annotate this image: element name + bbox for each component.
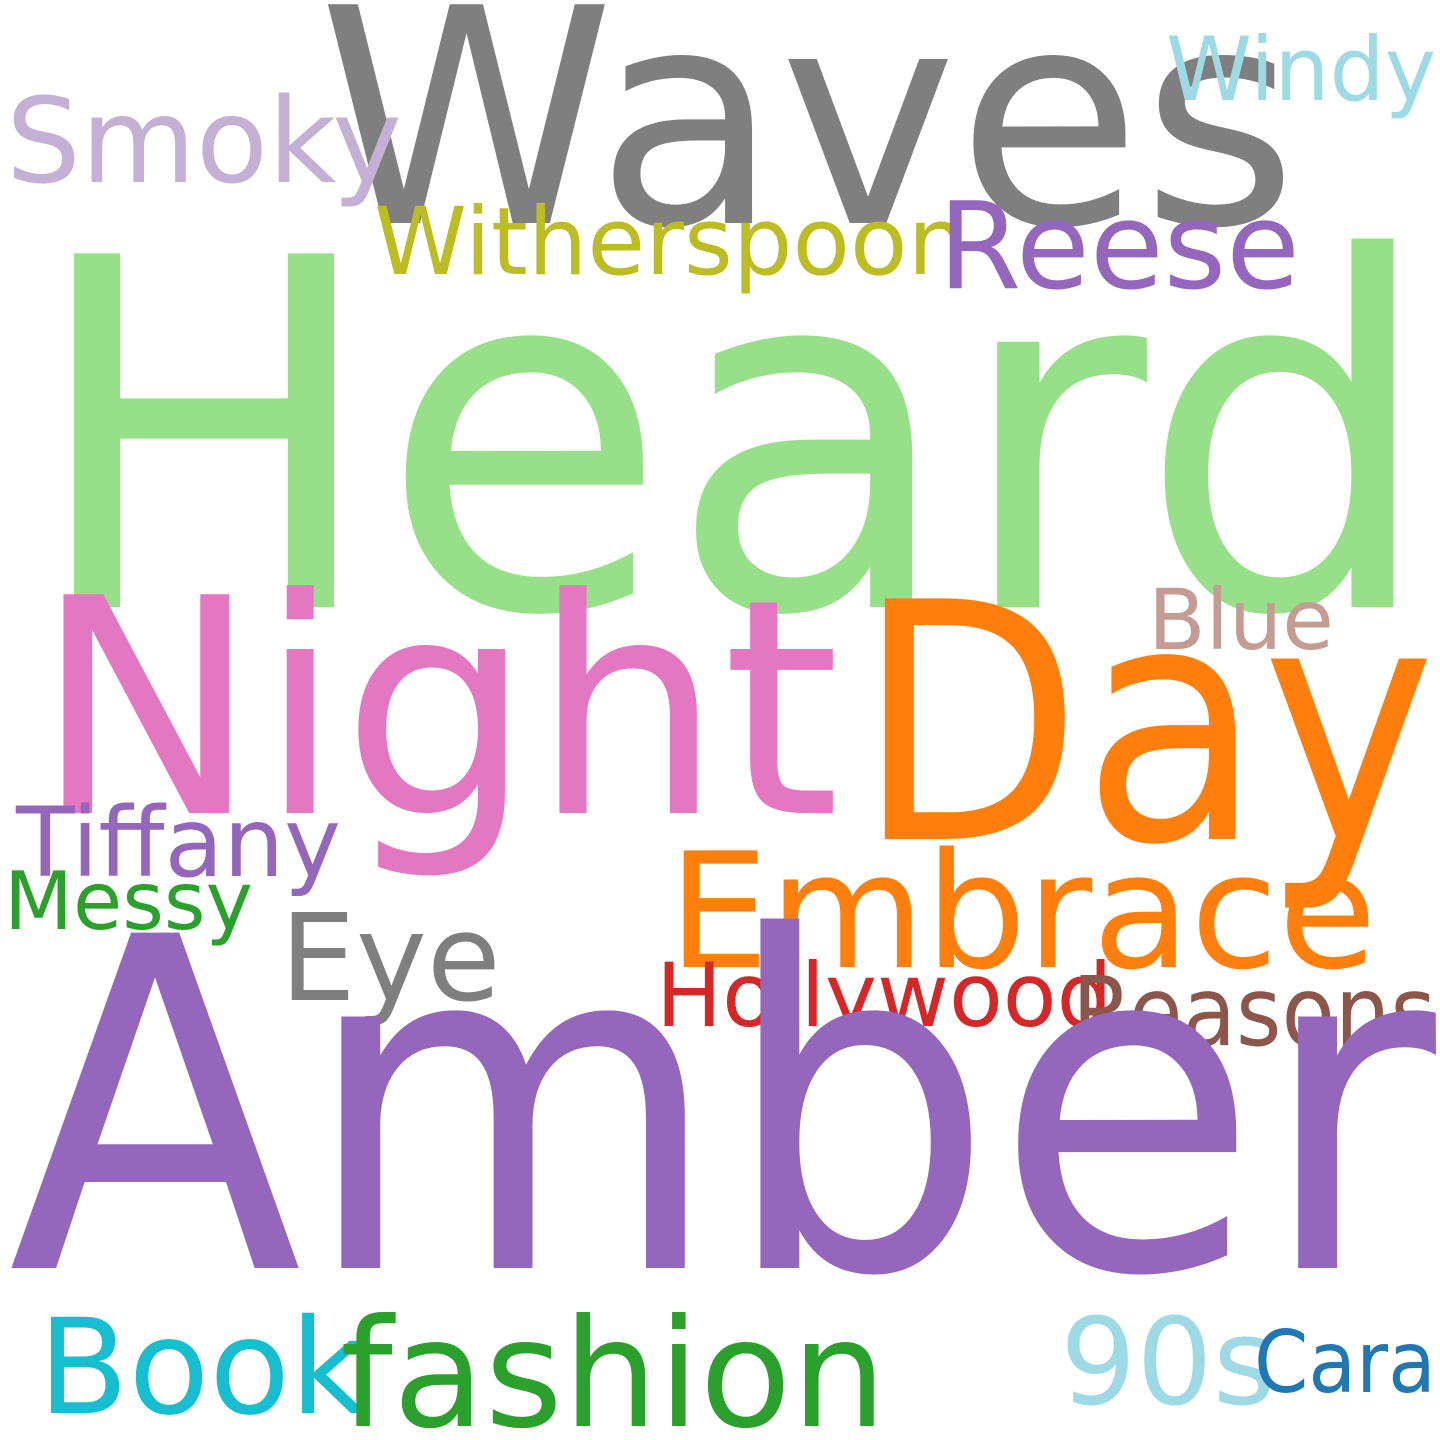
word-reese: Reese [938, 178, 1300, 317]
word-embrace: Embrace [668, 818, 1377, 1005]
word-fashion: fashion [340, 1288, 887, 1440]
word-book: Book [38, 1291, 367, 1440]
word-smoky: Smoky [6, 72, 403, 210]
word-reasons: Reasons [1072, 956, 1436, 1068]
word-tiffany: Tiffany [16, 787, 341, 899]
word-90s: 90s [1060, 1294, 1276, 1433]
word-eye: Eye [280, 890, 501, 1029]
word-amber: Amber [8, 842, 1436, 1377]
word-waves: Waves [318, 0, 1298, 294]
word-messy: Messy [4, 855, 253, 948]
word-heard: Heard [28, 158, 1436, 722]
word-night: Night [34, 535, 840, 884]
word-day: Day [856, 533, 1436, 917]
word-witherspoon: Witherspoon [374, 188, 968, 297]
word-cara: Cara [1254, 1313, 1436, 1413]
word-blue: Blue [1148, 571, 1334, 669]
word-windy: Windy [1166, 18, 1437, 121]
word-hollywood: Hollywood [656, 944, 1113, 1047]
